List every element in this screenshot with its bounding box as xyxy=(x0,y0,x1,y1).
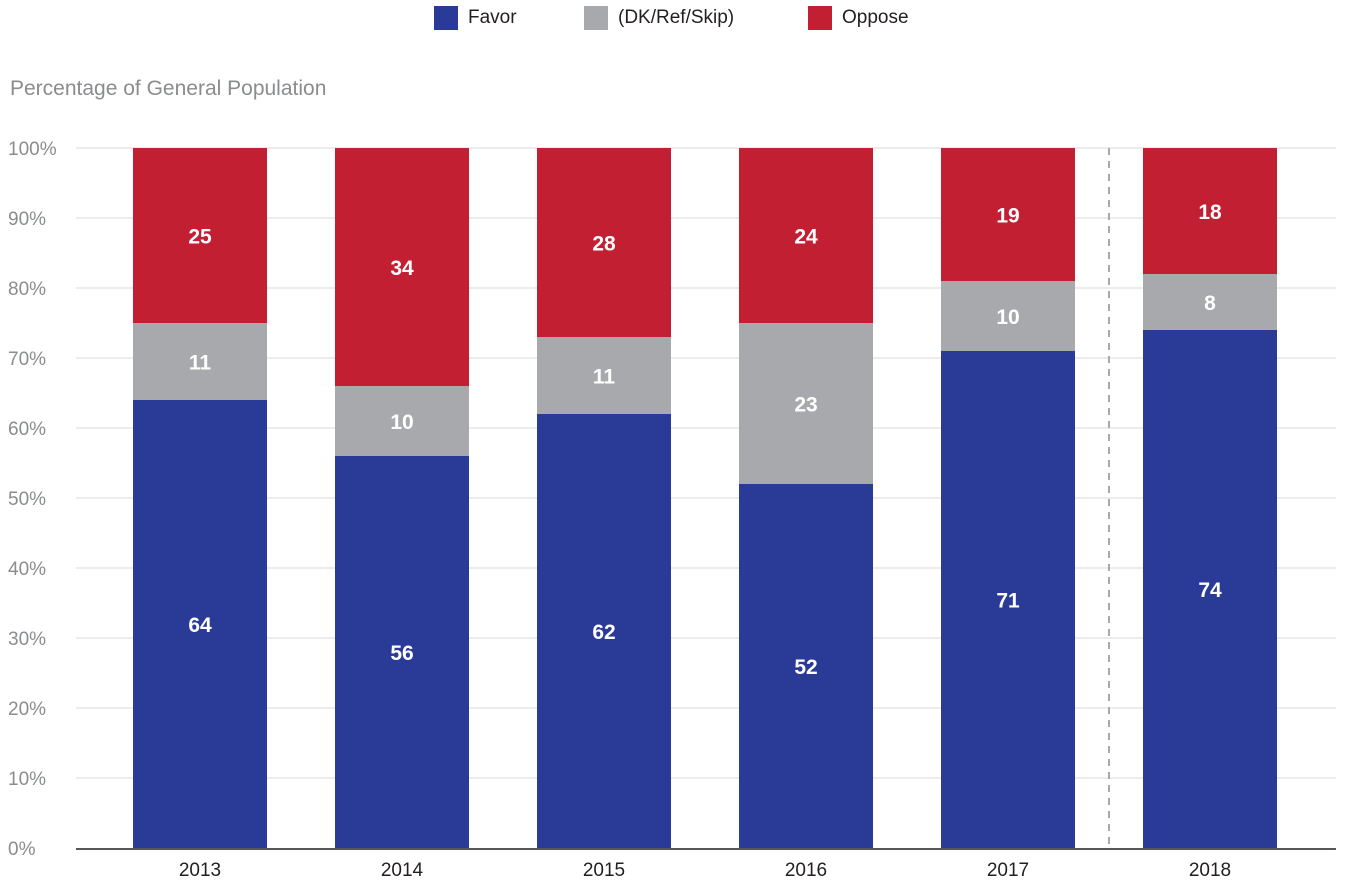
data-label: 74 xyxy=(1198,579,1222,602)
data-label: 11 xyxy=(189,352,212,375)
y-tick-label: 80% xyxy=(8,279,46,300)
legend-swatch-favor xyxy=(434,6,458,30)
bar-segment-favor xyxy=(941,351,1075,848)
bar-segment-dk-ref-skip xyxy=(739,323,873,484)
bar-segment-oppose xyxy=(941,148,1075,281)
data-label: 52 xyxy=(794,656,817,679)
bar-segment-dk-ref-skip xyxy=(941,281,1075,351)
bar-segment-oppose xyxy=(537,148,671,337)
legend-swatch-oppose xyxy=(808,6,832,30)
data-label: 18 xyxy=(1198,201,1222,224)
bar-segment-oppose xyxy=(739,148,873,323)
data-label: 56 xyxy=(390,642,413,665)
data-label: 11 xyxy=(593,366,616,389)
legend-swatch-dk-ref-skip xyxy=(584,6,608,30)
y-tick-label: 100% xyxy=(8,139,57,160)
y-tick-label: 50% xyxy=(8,489,46,510)
data-label: 62 xyxy=(592,621,615,644)
data-label: 34 xyxy=(390,257,414,280)
data-label: 24 xyxy=(794,226,818,249)
legend-item-dk-ref-skip: (DK/Ref/Skip) xyxy=(584,6,734,30)
x-tick-label: 2018 xyxy=(1189,860,1231,881)
legend: Favor (DK/Ref/Skip) Oppose xyxy=(0,6,1347,32)
data-label: 19 xyxy=(996,205,1019,228)
legend-label-favor: Favor xyxy=(468,7,517,28)
x-tick-label: 2013 xyxy=(179,860,221,881)
bar-segment-oppose xyxy=(133,148,267,323)
y-tick-label: 70% xyxy=(8,349,46,370)
bar-segment-oppose xyxy=(1143,148,1277,274)
bar-segment-dk-ref-skip xyxy=(537,337,671,414)
y-tick-label: 0% xyxy=(8,839,36,860)
data-label: 23 xyxy=(794,394,817,417)
bar-segment-favor xyxy=(739,484,873,848)
bar-segment-favor xyxy=(133,400,267,848)
x-tick-label: 2016 xyxy=(785,860,827,881)
legend-item-oppose: Oppose xyxy=(808,6,909,30)
legend-item-favor: Favor xyxy=(434,6,517,30)
data-label: 10 xyxy=(390,411,413,434)
bar-segment-favor xyxy=(1143,330,1277,848)
data-label: 64 xyxy=(188,614,212,637)
data-label: 28 xyxy=(592,233,616,256)
x-tick-label: 2014 xyxy=(381,860,424,881)
data-label: 8 xyxy=(1204,292,1216,315)
bar-segment-oppose xyxy=(335,148,469,386)
bar-segment-dk-ref-skip xyxy=(1143,274,1277,330)
y-tick-label: 10% xyxy=(8,769,46,790)
bar-segment-favor xyxy=(537,414,671,848)
bar-segment-dk-ref-skip xyxy=(133,323,267,400)
bar-segment-dk-ref-skip xyxy=(335,386,469,456)
y-tick-label: 90% xyxy=(8,209,46,230)
legend-label-dk-ref-skip: (DK/Ref/Skip) xyxy=(618,7,735,28)
y-axis-title: Percentage of General Population xyxy=(10,77,327,100)
x-tick-label: 2015 xyxy=(583,860,625,881)
legend-label-oppose: Oppose xyxy=(842,7,909,28)
data-label: 10 xyxy=(996,306,1019,329)
y-tick-label: 30% xyxy=(8,629,46,650)
y-tick-label: 20% xyxy=(8,699,46,720)
data-label: 71 xyxy=(996,590,1020,613)
y-tick-label: 60% xyxy=(8,419,46,440)
bar-segment-favor xyxy=(335,456,469,848)
x-tick-label: 2017 xyxy=(987,860,1029,881)
y-tick-label: 40% xyxy=(8,559,46,580)
data-label: 25 xyxy=(188,226,212,249)
